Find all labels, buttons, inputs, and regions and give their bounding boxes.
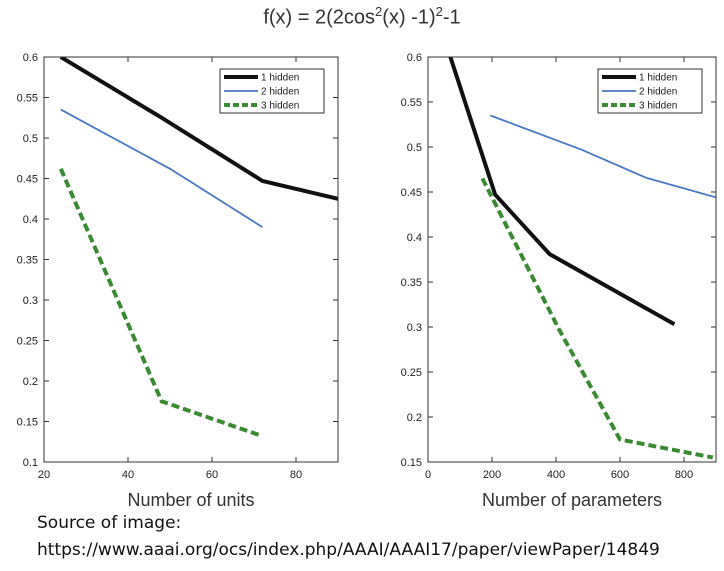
x-tick-label: 200 <box>483 469 501 481</box>
series-line-2 <box>60 108 263 228</box>
plot-frame <box>43 56 339 463</box>
x-axis-label: Number of units <box>127 490 254 510</box>
x-tick-label: 0 <box>425 469 431 481</box>
y-tick-label: 0.6 <box>407 52 422 64</box>
series-line-1 <box>448 57 676 327</box>
source-label: Source of image: <box>37 513 182 533</box>
legend-label: 1 hidden <box>639 73 677 84</box>
legend-label: 1 hidden <box>261 73 299 84</box>
series-line-3 <box>58 168 264 438</box>
x-tick-label: 20 <box>38 469 50 481</box>
title-text-1: f(x) = 2(2cos <box>263 6 376 29</box>
y-tick-label: 0.2 <box>23 376 38 388</box>
figure-canvas: 0.1 0.15 0.2 0.25 0.3 0.35 0.4 0.45 0.5 0.55 0.6 20… <box>17 52 717 510</box>
y-tick-label: 0.55 <box>401 97 422 109</box>
legend-label: 2 hidden <box>639 87 677 98</box>
y-tick-label: 0.4 <box>407 232 422 244</box>
y-tick-label: 0.3 <box>23 295 38 307</box>
y-tick-label: 0.45 <box>401 187 422 199</box>
y-tick-label: 0.4 <box>23 214 38 226</box>
y-tick-label: 0.35 <box>401 277 422 289</box>
legend-label: 3 hidden <box>639 101 677 112</box>
title-text-2: (x) -1) <box>382 6 436 29</box>
y-tick-label: 0.15 <box>17 417 38 429</box>
y-tick-label: 0.55 <box>17 93 38 105</box>
y-tick-label: 0.35 <box>17 255 38 267</box>
series-line-2 <box>490 114 716 199</box>
x-tick-label: 800 <box>675 469 693 481</box>
series-line-3 <box>480 177 714 460</box>
x-tick-label: 60 <box>206 469 218 481</box>
x-tick-label: 80 <box>290 469 302 481</box>
y-tick-label: 0.45 <box>17 174 38 186</box>
legend: 1 hidden 2 hidden 3 hidden <box>597 68 703 114</box>
x-tick-label: 400 <box>547 469 565 481</box>
series-line-1 <box>59 57 338 201</box>
x-axis-label: Number of parameters <box>482 490 662 510</box>
legend-label: 3 hidden <box>261 101 299 112</box>
source-url[interactable]: https://www.aaai.org/ocs/index.php/AAAI/… <box>37 540 660 560</box>
y-tick-label: 0.6 <box>23 52 38 64</box>
y-tick-label: 0.25 <box>17 336 38 348</box>
legend-label: 2 hidden <box>261 87 299 98</box>
y-tick-label: 0.1 <box>23 457 38 469</box>
y-tick-label: 0.5 <box>407 142 422 154</box>
figure-title: f(x) = 2(2cos2(x) -1)2-1 <box>0 4 724 30</box>
y-tick-label: 0.3 <box>407 322 422 334</box>
x-tick-label: 40 <box>122 469 134 481</box>
y-tick-label: 0.15 <box>401 457 422 469</box>
title-text-3: -1 <box>442 6 461 29</box>
title-superscript-2: 2 <box>435 4 443 19</box>
title-superscript-1: 2 <box>375 4 383 19</box>
y-tick-label: 0.25 <box>401 367 422 379</box>
plot-frame <box>427 56 717 463</box>
plot-units: 0.1 0.15 0.2 0.25 0.3 0.35 0.4 0.45 0.5 0.55 0.6 20… <box>17 52 339 510</box>
x-tick-label: 600 <box>611 469 629 481</box>
legend: 1 hidden 2 hidden 3 hidden <box>219 68 325 114</box>
y-tick-label: 0.5 <box>23 133 38 145</box>
y-tick-label: 0.2 <box>407 412 422 424</box>
plot-params: 0.15 0.2 0.25 0.3 0.35 0.4 0.45 0.5 0.55 0.6 0 200 4… <box>401 52 717 510</box>
